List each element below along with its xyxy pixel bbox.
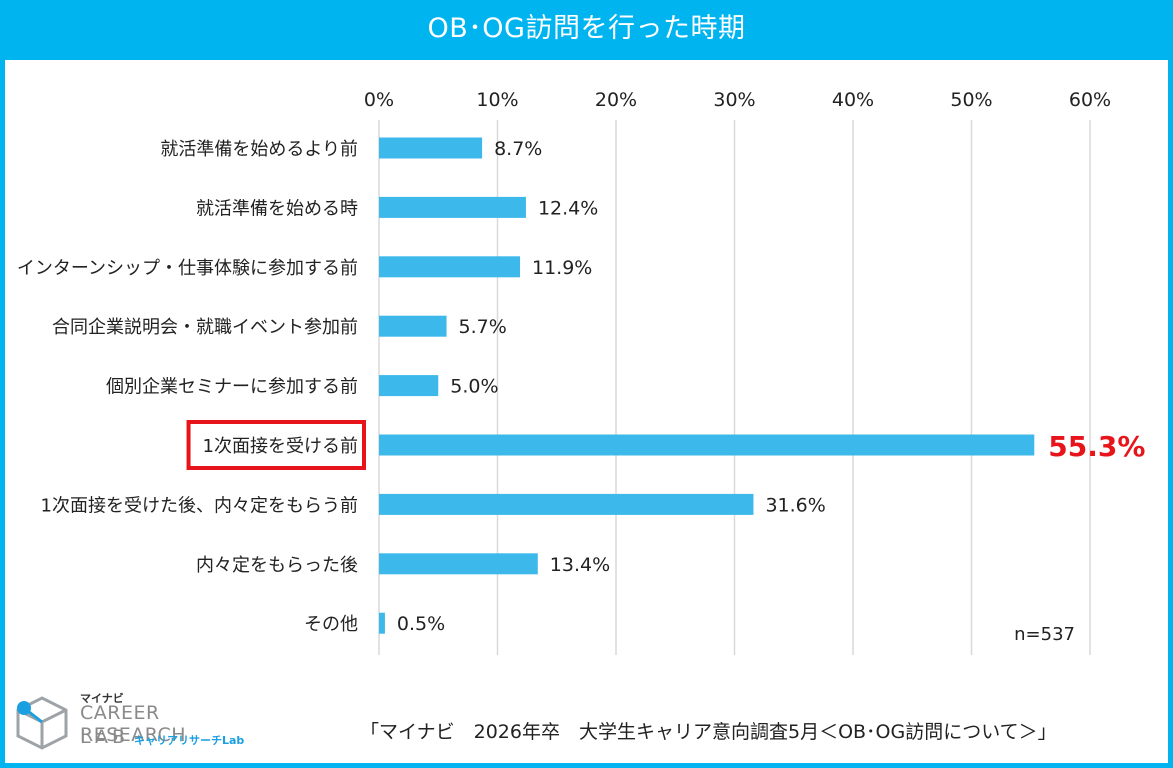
category-label: 内々定をもらった後: [196, 555, 358, 576]
bar: [379, 196, 526, 218]
data-label: 11.9%: [532, 257, 592, 279]
bar: [379, 256, 521, 278]
category-label: 合同企業説明会・就職イベント参加前: [52, 317, 358, 338]
logo-jp-text: キャリアリサーチLab: [134, 734, 245, 747]
bar: [379, 315, 447, 337]
data-label: 12.4%: [538, 197, 598, 219]
source-note: 「マイナビ 2026年卒 大学生キャリア意向調査5月＜OB･OG訪問について＞」: [360, 721, 1057, 743]
logo-brand-small: マイナビ: [80, 692, 124, 705]
x-tick-label: 30%: [713, 89, 755, 111]
bar: [379, 553, 538, 575]
bar: [379, 375, 439, 397]
bar: [379, 434, 1035, 456]
career-research-lab-logo: マイナビ CAREER RESEARCH LAB キャリアリサーチLab: [12, 690, 272, 760]
category-label: インターンシップ・仕事体験に参加する前: [17, 258, 358, 279]
x-tick-label: 10%: [476, 89, 518, 111]
chart-panel: [5, 60, 1168, 763]
data-label: 55.3%: [1048, 430, 1145, 463]
category-label: 個別企業セミナーに参加する前: [106, 377, 358, 398]
category-label: 1次面接を受ける前: [203, 436, 358, 457]
data-label: 13.4%: [550, 554, 610, 576]
data-label: 31.6%: [765, 494, 825, 516]
x-tick-label: 20%: [595, 89, 637, 111]
bar: [379, 493, 754, 515]
sample-size-note: n=537: [1014, 624, 1075, 645]
data-label: 8.7%: [494, 138, 542, 160]
data-label: 5.0%: [450, 376, 498, 398]
chart-title: OB･OG訪問を行った時期: [427, 13, 746, 44]
data-label: 0.5%: [397, 613, 445, 635]
x-tick-label: 60%: [1069, 89, 1111, 111]
logo-cube-icon: [16, 696, 68, 750]
x-tick-label: 50%: [950, 89, 992, 111]
data-label: 5.7%: [459, 316, 507, 338]
bar: [379, 612, 385, 634]
category-label: その他: [304, 614, 358, 635]
bar: [379, 137, 483, 159]
x-tick-label: 0%: [364, 89, 394, 111]
category-label: 就活準備を始めるより前: [160, 139, 358, 160]
x-tick-label: 40%: [832, 89, 874, 111]
category-label: 就活準備を始める時: [196, 198, 358, 219]
category-label: 1次面接を受けた後、内々定をもらう前: [41, 495, 358, 516]
logo-line2: LAB: [80, 726, 130, 748]
highlight-box: [186, 420, 366, 470]
logo-line1: CAREER RESEARCH: [80, 702, 187, 746]
